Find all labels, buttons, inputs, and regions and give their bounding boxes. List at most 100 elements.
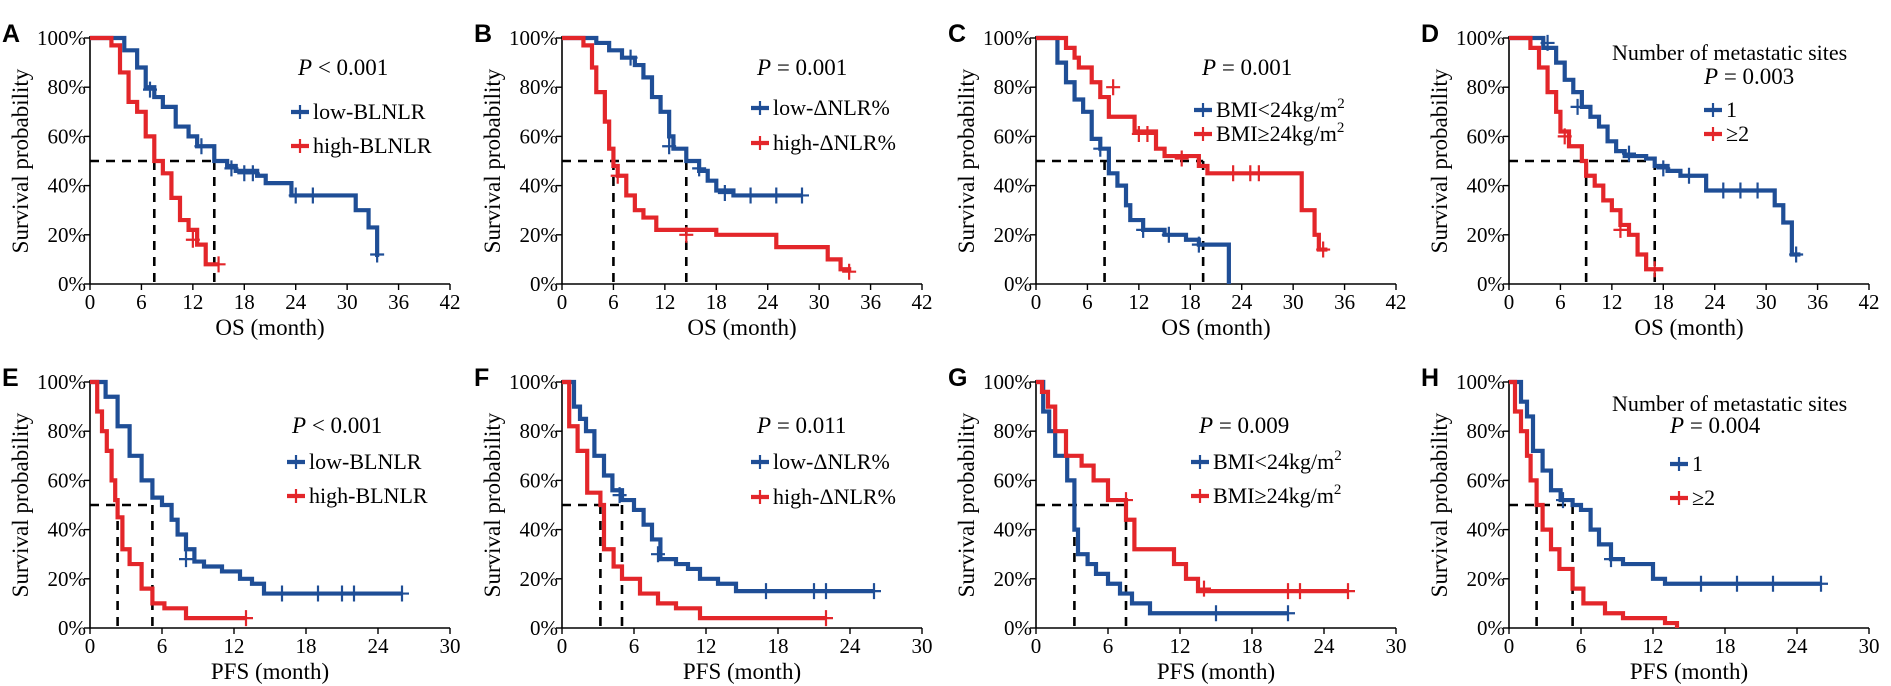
legend-label: low-ΔNLR%: [773, 449, 890, 474]
censor-mark: [1647, 261, 1662, 278]
y-tick-label: 80%: [1467, 75, 1506, 99]
y-axis-label: Survival probability: [1427, 412, 1452, 597]
x-tick-label: 12: [1170, 634, 1191, 658]
x-tick-label: 24: [1231, 290, 1253, 314]
x-tick-label: 12: [1128, 290, 1149, 314]
x-tick-label: 30: [1283, 290, 1304, 314]
x-tick-label: 18: [1180, 290, 1201, 314]
x-axis-label: PFS (month): [1630, 659, 1748, 684]
censor-mark: [1197, 580, 1211, 597]
x-tick-label: 6: [136, 290, 147, 314]
x-tick-label: 42: [1859, 290, 1880, 314]
y-tick-label: 40%: [1467, 174, 1506, 198]
censor-mark: [1557, 128, 1572, 145]
p-value: P = 0.004: [1669, 413, 1761, 438]
y-tick-label: 0%: [530, 272, 558, 296]
y-tick-label: 40%: [48, 518, 87, 542]
panel-letter: C: [948, 20, 966, 48]
censor-mark: [1750, 182, 1765, 199]
km-panel-c: C 0% 20% 40% 60% 80% 100% 0 6 12 18 24 30 36 42 Surviva…: [948, 20, 1407, 340]
censor-mark: [692, 160, 707, 177]
km-curve-group1: [90, 379, 402, 596]
censor-mark: [1316, 241, 1331, 258]
censor-mark: [1281, 605, 1295, 622]
x-axis-label: PFS (month): [211, 659, 329, 684]
p-value: P = 0.001: [1201, 55, 1292, 80]
x-axis-label: OS (month): [215, 315, 324, 340]
censor-mark: [612, 487, 627, 504]
y-tick-label: 40%: [520, 518, 559, 542]
x-axis-label: PFS (month): [683, 659, 801, 684]
censor-mark: [211, 256, 226, 273]
censor-mark: [1556, 492, 1570, 509]
km-curve-group2: [1509, 379, 1680, 628]
y-tick-label: 20%: [994, 223, 1033, 247]
y-tick-label: 100%: [1456, 26, 1505, 50]
legend-label: BMI<24kg/m2: [1213, 448, 1342, 474]
x-tick-label: 24: [1314, 634, 1336, 658]
x-tick-label: 6: [1082, 290, 1093, 314]
x-tick-label: 24: [840, 634, 862, 658]
y-tick-label: 100%: [983, 370, 1032, 394]
censor-mark: [275, 585, 289, 602]
censor-mark: [1682, 167, 1696, 184]
y-tick-label: 20%: [520, 223, 559, 247]
y-tick-label: 60%: [48, 468, 87, 492]
censor-mark: [311, 585, 325, 602]
censor-mark: [1814, 575, 1828, 592]
censor-mark: [239, 610, 253, 627]
y-tick-label: 60%: [520, 124, 559, 148]
x-tick-label: 42: [912, 290, 933, 314]
km-panel-d: D 0% 20% 40% 60% 80% 100% 0 6 12 18 24 30 36 42 Surviva…: [1421, 20, 1880, 340]
censor-mark: [867, 583, 881, 600]
x-tick-label: 6: [1576, 634, 1587, 658]
censor-mark: [1209, 605, 1223, 622]
x-tick-label: 0: [85, 290, 96, 314]
y-tick-label: 40%: [994, 174, 1033, 198]
x-tick-label: 36: [1807, 290, 1828, 314]
y-tick-label: 100%: [983, 26, 1032, 50]
y-tick-label: 100%: [37, 26, 86, 50]
censor-mark: [288, 187, 303, 204]
censor-mark: [795, 187, 809, 204]
censor-mark: [1733, 182, 1748, 199]
censor-mark: [1281, 583, 1295, 600]
censor-mark: [1730, 575, 1744, 592]
censor-mark: [194, 138, 209, 155]
y-tick-label: 40%: [48, 174, 87, 198]
y-tick-label: 100%: [509, 370, 558, 394]
y-tick-label: 80%: [48, 75, 87, 99]
x-tick-label: 0: [1031, 290, 1042, 314]
y-tick-label: 60%: [48, 124, 87, 148]
censor-mark: [717, 184, 732, 201]
censor-mark: [1570, 98, 1585, 115]
panel-letter: H: [1421, 364, 1439, 392]
legend-label: low-ΔNLR%: [773, 95, 890, 120]
p-value: P = 0.011: [756, 413, 846, 438]
x-tick-label: 30: [440, 634, 461, 658]
censor-mark: [1119, 492, 1133, 509]
censor-mark: [610, 167, 625, 184]
y-tick-label: 80%: [994, 75, 1033, 99]
panel-letter: G: [948, 364, 967, 392]
x-tick-label: 0: [557, 290, 568, 314]
y-tick-label: 20%: [48, 223, 87, 247]
x-tick-label: 36: [388, 290, 409, 314]
km-curve-group2: [562, 379, 826, 621]
x-tick-label: 18: [296, 634, 317, 658]
censor-mark: [1604, 551, 1618, 568]
km-panel-h: H 0% 20% 40% 60% 80% 100% 0 6 12 18 24 30 Survival pr…: [1421, 364, 1880, 684]
x-tick-label: 30: [1386, 634, 1407, 658]
censor-mark: [185, 231, 200, 248]
y-tick-label: 60%: [994, 468, 1033, 492]
legend-label: high-ΔNLR%: [773, 484, 896, 509]
x-tick-label: 18: [706, 290, 727, 314]
y-tick-label: 0%: [1477, 616, 1505, 640]
y-tick-label: 60%: [1467, 468, 1506, 492]
censor-mark: [224, 160, 239, 177]
censor-mark: [1341, 583, 1355, 600]
p-value: P < 0.001: [297, 55, 388, 80]
x-tick-label: 6: [1103, 634, 1114, 658]
censor-mark: [1093, 140, 1108, 157]
